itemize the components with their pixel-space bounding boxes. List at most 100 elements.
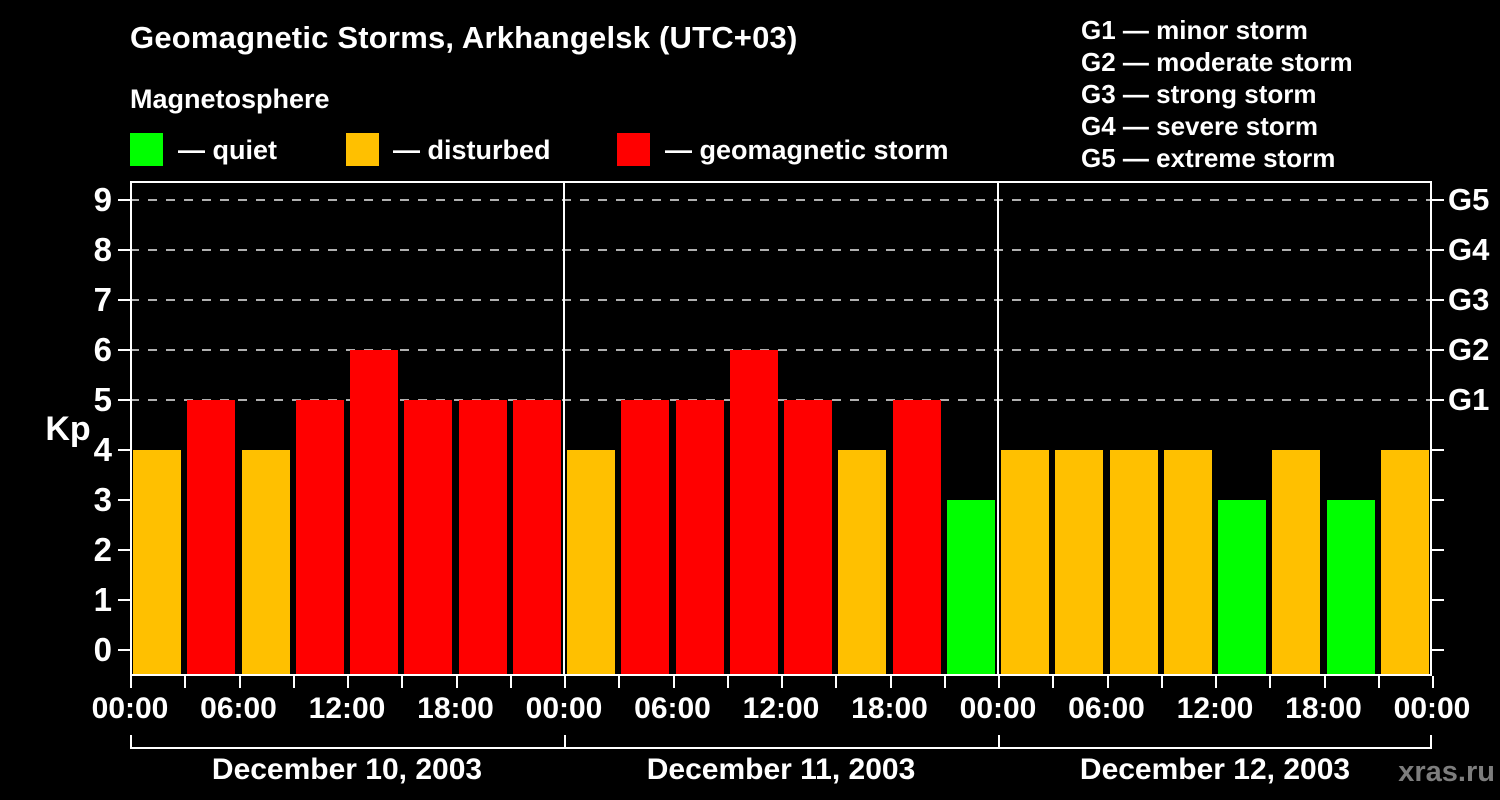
y-axis-tick-right: [1432, 499, 1444, 501]
gridline-kp7: [130, 299, 1432, 301]
date-bracket-tick: [1430, 735, 1432, 749]
gridline-kp9: [130, 199, 1432, 201]
kp-bar: [295, 400, 344, 674]
y-axis-tick: [118, 349, 130, 351]
y-axis-tick-right: [1432, 349, 1444, 351]
y-tick-label: 9: [93, 181, 112, 218]
storm-swatch-icon: [617, 133, 650, 166]
kp-bar: [1001, 450, 1050, 674]
x-axis-tick: [1215, 676, 1217, 688]
y-axis-tick-right: [1432, 399, 1444, 401]
kp-bar: [838, 450, 887, 674]
y-tick-label: 7: [93, 281, 112, 318]
x-axis-tick: [292, 676, 295, 688]
y-axis-tick: [118, 299, 130, 301]
quiet-swatch-icon: [130, 133, 163, 166]
x-axis-tick: [618, 676, 621, 688]
y-axis-tick-right: [1432, 649, 1444, 651]
x-axis-tick: [1052, 676, 1055, 688]
x-axis-tick: [1106, 676, 1109, 688]
gridline-kp5: [130, 399, 1432, 401]
time-label: 06:00: [634, 692, 711, 725]
gridline-kp6: [130, 349, 1432, 351]
kp-bar: [784, 400, 833, 674]
storm-scale-g2: G2 — moderate storm: [1081, 47, 1353, 77]
kp-bar: [1272, 450, 1321, 674]
y-tick-label: 3: [93, 481, 112, 518]
kp-bar: [350, 350, 399, 674]
y-axis-tick-right: [1432, 599, 1444, 601]
x-axis-tick: [509, 676, 512, 688]
time-label: 18:00: [417, 692, 494, 725]
time-label: 06:00: [200, 692, 277, 725]
chart-title: Geomagnetic Storms, Arkhangelsk (UTC+03): [130, 20, 798, 55]
kp-bar: [1380, 450, 1429, 674]
y-tick-label: 2: [93, 531, 112, 568]
x-axis-tick: [943, 676, 946, 688]
date-label: December 11, 2003: [646, 753, 916, 786]
y-axis-tick: [118, 399, 130, 401]
watermark: xras.ru: [1398, 756, 1495, 788]
x-axis-tick: [238, 676, 241, 688]
x-axis-tick: [1323, 676, 1326, 688]
time-label: 12:00: [742, 692, 820, 725]
kp-bar: [458, 400, 507, 674]
y-axis-tick-right: [1432, 199, 1444, 201]
time-label: 18:00: [1285, 692, 1362, 725]
x-axis-tick: [998, 676, 1000, 688]
disturbed-swatch-icon: [346, 133, 379, 166]
kp-bar: [946, 500, 995, 674]
y-axis-tick-right: [1432, 249, 1444, 251]
gridline-kp8: [130, 249, 1432, 251]
kp-bar: [1163, 450, 1212, 674]
x-axis-tick: [889, 676, 892, 688]
y-axis-tick: [118, 649, 130, 651]
x-axis-tick: [564, 676, 566, 688]
x-axis-tick: [726, 676, 729, 688]
kp-bar: [729, 350, 778, 674]
kp-bar: [1326, 500, 1375, 674]
time-label: 00:00: [91, 692, 169, 725]
y-tick-label: 1: [93, 581, 112, 618]
y-axis-title: Kp: [45, 410, 91, 448]
time-label: 00:00: [525, 692, 603, 725]
kp-bar: [567, 450, 616, 674]
y-axis-tick: [118, 199, 130, 201]
day-separator: [997, 181, 999, 676]
legend-label-quiet: — quiet: [178, 135, 277, 165]
x-axis-tick: [672, 676, 675, 688]
x-axis-tick: [1160, 676, 1163, 688]
kp-bar-plot-area: 0 1 2 3 4 5 6 7 8 9 G1 G2 G3 G4 G5 00:00 06:00 12:00 18:00…: [92, 181, 1489, 786]
y-axis-tick: [118, 499, 130, 501]
storm-scale-g5: G5 — extreme storm: [1081, 143, 1336, 173]
legend-label-storm: — geomagnetic storm: [665, 135, 949, 165]
time-label: 00:00: [959, 692, 1037, 725]
time-label: 18:00: [851, 692, 928, 725]
y-tick-label: 6: [93, 331, 112, 368]
x-axis-tick: [1432, 676, 1434, 688]
x-axis-tick: [455, 676, 458, 688]
date-bracket-tick: [998, 735, 1000, 749]
x-axis-tick: [401, 676, 404, 688]
x-axis-tick: [184, 676, 187, 688]
g-level-label: G4: [1448, 232, 1490, 267]
chart-subtitle: Magnetosphere: [130, 84, 330, 114]
storm-scale-g1: G1 — minor storm: [1081, 15, 1308, 45]
storm-scale-legend: G1 — minor storm G2 — moderate storm G3 …: [1081, 14, 1353, 174]
y-tick-label: 5: [93, 381, 112, 418]
g-level-label: G1: [1448, 382, 1490, 417]
kp-bar: [512, 400, 561, 674]
y-tick-label: 8: [93, 231, 112, 268]
time-label: 06:00: [1068, 692, 1145, 725]
x-axis-tick: [1269, 676, 1272, 688]
x-axis-tick: [835, 676, 838, 688]
y-axis-tick-right: [1432, 299, 1444, 301]
kp-bar: [404, 400, 453, 674]
kp-bar: [621, 400, 670, 674]
date-label: December 12, 2003: [1079, 753, 1351, 786]
y-axis-tick: [118, 249, 130, 251]
date-bracket-tick: [564, 735, 566, 749]
y-axis-tick-right: [1432, 549, 1444, 551]
y-tick-label: 4: [93, 431, 112, 468]
